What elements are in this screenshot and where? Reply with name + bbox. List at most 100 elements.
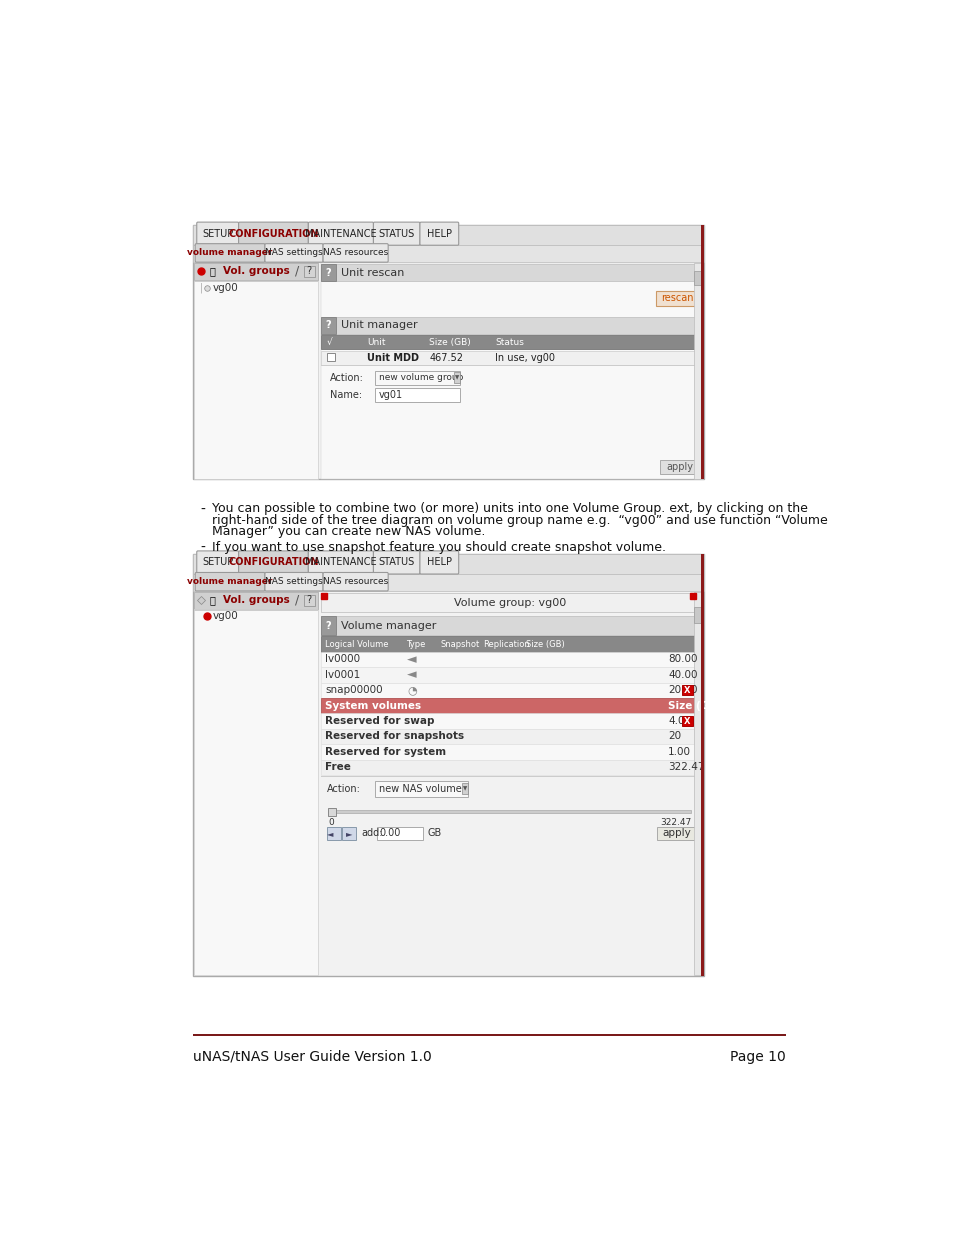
Bar — [327, 353, 335, 362]
Text: Vol. groups: Vol. groups — [223, 267, 290, 277]
Text: snap00000: snap00000 — [325, 685, 382, 695]
Text: In use, vg00: In use, vg00 — [495, 353, 555, 363]
Text: Size (GB): Size (GB) — [525, 640, 564, 648]
Bar — [193, 225, 703, 246]
Text: 4.00: 4.00 — [667, 716, 690, 726]
Bar — [303, 595, 314, 605]
Text: -: - — [200, 541, 205, 555]
Text: volume manager: volume manager — [187, 248, 273, 257]
Text: Size (GB): Size (GB) — [667, 700, 721, 710]
Text: /: / — [295, 594, 299, 606]
FancyBboxPatch shape — [419, 222, 458, 246]
Text: ?: ? — [325, 320, 331, 330]
Text: X: X — [683, 685, 690, 695]
Text: 467.52: 467.52 — [429, 353, 463, 363]
Text: Reserved for system: Reserved for system — [325, 747, 446, 757]
Text: 20: 20 — [667, 731, 680, 741]
Bar — [193, 1034, 785, 1036]
FancyBboxPatch shape — [373, 222, 419, 246]
Bar — [193, 609, 317, 611]
Bar — [193, 263, 317, 280]
Text: 322.47: 322.47 — [667, 762, 703, 772]
Text: 80.00: 80.00 — [667, 655, 697, 664]
Text: ?: ? — [306, 595, 312, 605]
Bar — [328, 810, 691, 814]
Text: -: - — [200, 503, 205, 516]
Bar — [320, 698, 699, 714]
Text: apply: apply — [662, 829, 691, 839]
Text: STATUS: STATUS — [378, 557, 415, 567]
Bar — [320, 351, 701, 364]
Text: 40.00: 40.00 — [667, 669, 697, 680]
Text: Volume group: vg00: Volume group: vg00 — [454, 598, 565, 608]
Text: add:: add: — [360, 829, 382, 839]
Text: vg00: vg00 — [213, 283, 238, 293]
Text: ▼: ▼ — [462, 787, 467, 792]
FancyBboxPatch shape — [419, 551, 458, 574]
Bar — [342, 827, 356, 840]
FancyBboxPatch shape — [196, 551, 238, 574]
Text: ▼: ▼ — [455, 375, 458, 380]
Bar — [659, 461, 699, 474]
Text: lv0000: lv0000 — [325, 655, 360, 664]
Text: apply: apply — [665, 462, 692, 472]
Text: ?: ? — [306, 267, 312, 277]
Text: 0.00: 0.00 — [379, 829, 400, 839]
Text: Type: Type — [406, 640, 425, 648]
Bar — [375, 370, 459, 384]
Text: If you want to use snapshot feature you should create snapshot volume.: If you want to use snapshot feature you … — [212, 541, 665, 555]
Text: SETUP: SETUP — [202, 228, 233, 238]
Text: /: / — [295, 264, 299, 278]
Text: lv0001: lv0001 — [325, 669, 360, 680]
Text: MAINTENANCE: MAINTENANCE — [305, 228, 376, 238]
Bar — [320, 636, 699, 652]
Bar — [320, 729, 699, 745]
Text: Page 10: Page 10 — [729, 1050, 785, 1063]
Bar — [657, 826, 697, 841]
Text: Unit: Unit — [367, 337, 385, 347]
Bar — [700, 225, 703, 479]
Bar — [193, 592, 317, 976]
Bar — [693, 263, 702, 478]
Text: You can possible to combine two (or more) units into one Volume Group. ext, by c: You can possible to combine two (or more… — [212, 503, 807, 515]
Bar — [328, 808, 335, 816]
FancyBboxPatch shape — [323, 243, 388, 262]
FancyBboxPatch shape — [195, 573, 265, 592]
FancyBboxPatch shape — [308, 222, 373, 246]
Text: Reserved for snapshots: Reserved for snapshots — [325, 731, 464, 741]
Text: vg00: vg00 — [213, 611, 238, 621]
Text: SETUP: SETUP — [202, 557, 233, 567]
Text: rescan: rescan — [660, 294, 693, 304]
Text: Unit rescan: Unit rescan — [340, 268, 404, 278]
Bar — [193, 280, 317, 282]
Bar — [681, 716, 692, 726]
Text: Logical Volume: Logical Volume — [325, 640, 389, 648]
Text: Replication: Replication — [483, 640, 530, 648]
Bar — [320, 683, 699, 698]
Bar — [454, 372, 459, 383]
Bar — [193, 225, 703, 479]
Bar — [681, 685, 692, 695]
Text: NAS settings: NAS settings — [265, 248, 322, 257]
Text: Manager” you can create new NAS volume.: Manager” you can create new NAS volume. — [212, 526, 485, 538]
Text: 322.47: 322.47 — [659, 819, 691, 827]
Text: √: √ — [327, 337, 333, 347]
Text: HELP: HELP — [426, 557, 452, 567]
Bar — [303, 266, 314, 277]
Bar — [320, 714, 699, 729]
Bar — [375, 388, 459, 401]
Text: ?: ? — [325, 268, 331, 278]
Bar — [320, 263, 701, 478]
FancyBboxPatch shape — [265, 243, 323, 262]
Text: new volume group: new volume group — [378, 373, 463, 382]
Bar — [461, 783, 468, 794]
Text: 📂: 📂 — [209, 267, 214, 277]
FancyBboxPatch shape — [195, 243, 265, 262]
Text: Snapshot: Snapshot — [440, 640, 479, 648]
Bar — [320, 616, 335, 635]
Bar — [193, 592, 317, 609]
Text: 20.00: 20.00 — [667, 685, 697, 695]
Text: new NAS volume: new NAS volume — [378, 784, 461, 794]
Text: Reserved for swap: Reserved for swap — [325, 716, 435, 726]
Text: System volumes: System volumes — [325, 700, 421, 710]
